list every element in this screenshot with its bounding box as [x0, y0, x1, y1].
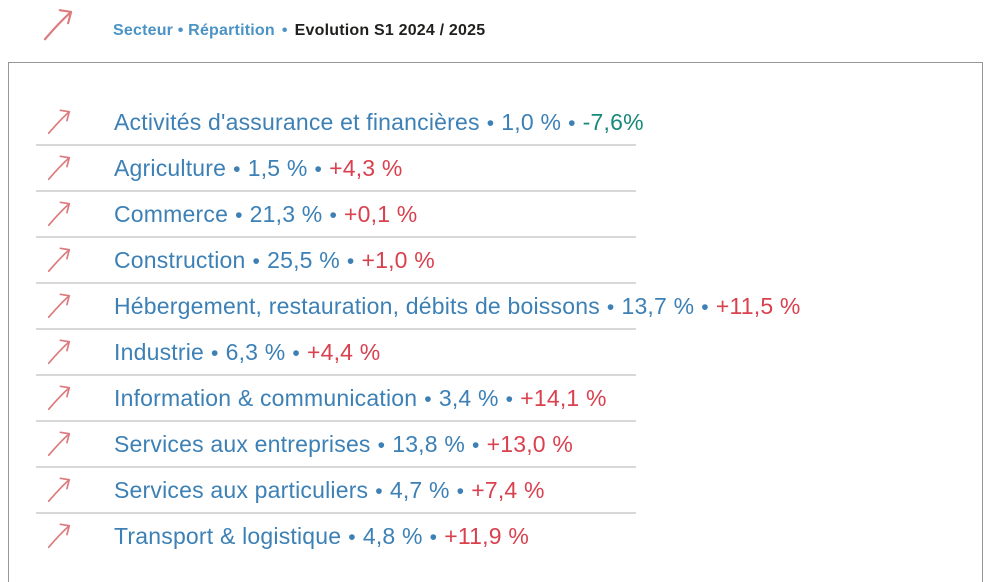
bullet-separator: • — [314, 157, 323, 181]
bullet-separator: • — [211, 341, 219, 365]
bullet-separator: • — [235, 203, 243, 227]
bullet-separator: • — [505, 387, 514, 411]
sector-name: Services aux particuliers — [114, 476, 369, 503]
row-divider — [36, 466, 636, 468]
sector-row: Hébergement, restauration, débits de boi… — [9, 284, 982, 328]
sector-evolution: +1,0 % — [361, 246, 435, 273]
header-evolution-label: Evolution S1 2024 / 2025 — [294, 22, 486, 39]
trend-up-icon — [45, 107, 73, 137]
sector-share: 4,8 % — [362, 522, 423, 549]
bullet-separator: • — [329, 203, 337, 227]
bullet-separator: • — [456, 479, 465, 503]
sector-name: Transport & logistique — [114, 522, 342, 549]
sector-evolution: +11,5 % — [715, 292, 801, 319]
sector-evolution: +13,0 % — [486, 430, 574, 457]
sector-evolution: +4,3 % — [329, 154, 403, 181]
row-divider — [36, 144, 636, 146]
trend-up-icon — [45, 521, 73, 551]
sector-row: Industrie • 6,3 % • +4,4 % — [9, 330, 982, 374]
trend-up-icon — [45, 199, 73, 229]
bullet-separator: • — [568, 111, 576, 135]
row-divider — [36, 420, 636, 422]
bullet-separator: • — [292, 341, 300, 365]
row-divider — [36, 328, 636, 330]
sector-share: 13,8 % — [392, 430, 466, 457]
sector-row: Construction • 25,5 % • +1,0 % — [9, 238, 982, 282]
sector-share: 1,5 % — [247, 154, 308, 181]
sector-list-panel: Activités d'assurance et financières • 1,0… — [8, 62, 983, 582]
sector-row: Transport & logistique • 4,8 % • +11,9 % — [9, 514, 982, 558]
bullet-separator: • — [424, 387, 432, 411]
row-divider — [36, 374, 636, 376]
sector-row: Services aux entreprises • 13,8 % • +13,0 % — [9, 422, 982, 466]
bullet-separator: • — [701, 295, 709, 319]
sector-row: Agriculture • 1,5 % • +4,3 % — [9, 146, 982, 190]
trend-up-icon — [45, 245, 73, 275]
sector-name: Information & communication — [114, 384, 418, 411]
trend-up-icon — [45, 291, 73, 321]
bullet-separator: • — [252, 249, 261, 273]
sector-row: Activités d'assurance et financières • 1,0… — [9, 100, 982, 144]
bullet-separator: • — [429, 525, 438, 549]
sector-share: 21,3 % — [249, 200, 323, 227]
list-header: Secteur • Répartition • Evolution S1 2024 … — [0, 0, 1000, 56]
header-sector-repartition-label: Secteur • Répartition — [113, 22, 275, 39]
sector-evolution: +7,4 % — [471, 476, 545, 503]
row-divider — [36, 190, 636, 192]
trend-up-icon — [45, 337, 73, 367]
row-divider — [36, 512, 636, 514]
bullet-separator: • — [375, 479, 383, 503]
sector-evolution: +4,4 % — [306, 338, 381, 365]
trend-up-icon — [40, 6, 76, 44]
sector-row: Commerce • 21,3 % • +0,1 % — [9, 192, 982, 236]
header-bullet: • — [281, 22, 288, 39]
sector-name: Commerce — [114, 200, 229, 227]
sector-share: 3,4 % — [438, 384, 499, 411]
sector-name: Services aux entreprises — [114, 430, 371, 457]
sector-share: 1,0 % — [501, 108, 562, 135]
header-title: Secteur • Répartition • Evolution S1 2024 … — [113, 22, 485, 40]
bullet-separator: • — [486, 111, 495, 135]
bullet-separator: • — [606, 295, 615, 319]
trend-up-icon — [45, 429, 73, 459]
trend-up-icon — [45, 153, 73, 183]
sector-name: Activités d'assurance et financières — [114, 108, 480, 135]
sector-share: 4,7 % — [389, 476, 450, 503]
sector-name: Hébergement, restauration, débits de boi… — [114, 292, 600, 319]
sector-name: Industrie — [114, 338, 205, 365]
bullet-separator: • — [346, 249, 355, 273]
trend-up-icon — [45, 475, 73, 505]
sector-share: 25,5 % — [267, 246, 340, 273]
bullet-separator: • — [472, 433, 480, 457]
row-divider — [36, 236, 636, 238]
sector-evolution: +11,9 % — [444, 522, 529, 549]
row-divider — [36, 282, 636, 284]
sector-row: Services aux particuliers • 4,7 % • +7,4 % — [9, 468, 982, 512]
sector-name: Agriculture — [114, 154, 227, 181]
sector-share: 13,7 % — [621, 292, 695, 319]
sector-evolution: +0,1 % — [344, 200, 418, 227]
trend-up-icon — [45, 383, 73, 413]
sector-evolution: -7,6% — [582, 108, 644, 135]
sector-name: Construction — [114, 246, 246, 273]
sector-row: Information & communication • 3,4 % • +14,1 … — [9, 376, 982, 420]
bullet-separator: • — [377, 433, 386, 457]
bullet-separator: • — [233, 157, 241, 181]
sector-evolution: +14,1 % — [520, 384, 607, 411]
bullet-separator: • — [348, 525, 356, 549]
sector-share: 6,3 % — [225, 338, 286, 365]
